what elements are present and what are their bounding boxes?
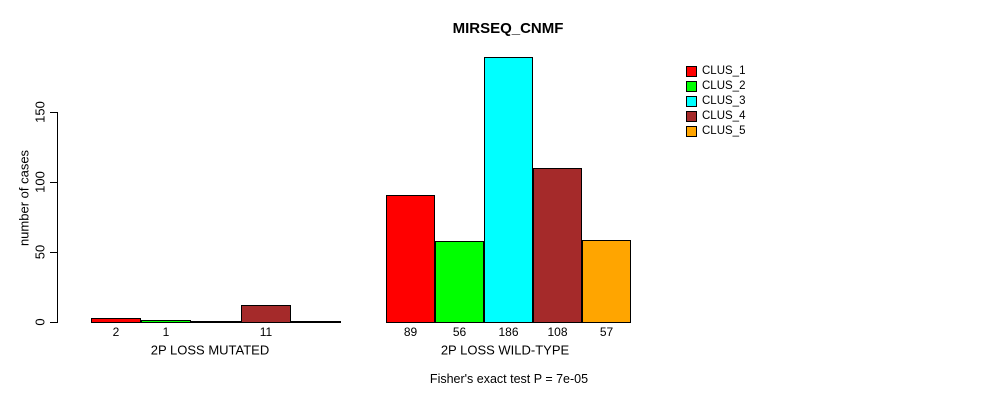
- y-axis-label: number of cases: [16, 149, 32, 247]
- y-tick: [50, 322, 57, 323]
- bar: [484, 57, 533, 323]
- bar: [241, 305, 291, 323]
- y-tick-label: 50: [32, 244, 48, 260]
- y-tick-label: 0: [32, 318, 48, 326]
- y-tick-label: 150: [32, 101, 48, 123]
- bar: [291, 321, 341, 323]
- legend-swatch: [686, 96, 697, 107]
- legend-swatch: [686, 66, 697, 77]
- y-tick: [50, 182, 57, 183]
- y-axis-line: [57, 112, 58, 323]
- bar: [141, 320, 191, 323]
- category-label: 2P LOSS MUTATED: [150, 342, 270, 358]
- legend-label: CLUS_5: [702, 125, 746, 137]
- legend-swatch: [686, 111, 697, 122]
- bar: [91, 318, 141, 323]
- bar-value-label: 57: [599, 325, 614, 339]
- bar-value-label: 56: [452, 325, 467, 339]
- y-tick: [50, 112, 57, 113]
- category-label: 2P LOSS WILD-TYPE: [440, 342, 570, 358]
- bar-value-label: 2: [112, 325, 120, 339]
- legend-swatch: [686, 81, 697, 92]
- y-tick-label: 100: [32, 171, 48, 193]
- chart-title: MIRSEQ_CNMF: [452, 20, 564, 37]
- bar-value-label: 1: [162, 325, 170, 339]
- legend-label: CLUS_4: [702, 110, 746, 122]
- legend-label: CLUS_2: [702, 80, 746, 92]
- bar: [435, 241, 484, 323]
- legend-swatch: [686, 126, 697, 137]
- bar: [386, 195, 435, 323]
- bar-value-label: 108: [547, 325, 568, 339]
- bar-value-label: 11: [259, 325, 273, 339]
- bar: [533, 168, 582, 323]
- bar: [582, 240, 631, 323]
- y-tick: [50, 252, 57, 253]
- bar: [191, 321, 241, 323]
- legend-label: CLUS_1: [702, 65, 746, 77]
- bar-value-label: 89: [403, 325, 418, 339]
- legend-label: CLUS_3: [702, 95, 746, 107]
- bar-value-label: 186: [498, 325, 519, 339]
- annotation-text: Fisher's exact test P = 7e-05: [429, 372, 589, 386]
